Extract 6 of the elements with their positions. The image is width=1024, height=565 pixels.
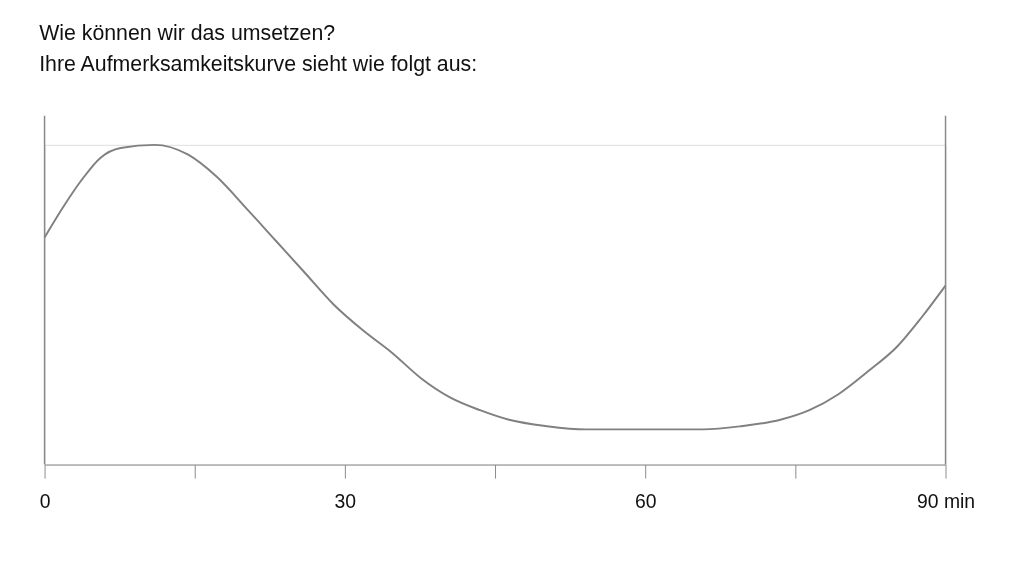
x-tick-label: 90 min	[916, 489, 976, 512]
x-tick-label: 30	[334, 489, 357, 512]
chart-title: Wie können wir das umsetzen?	[39, 21, 336, 46]
x-tick-label: 0	[39, 489, 51, 512]
chart-subtitle: Ihre Aufmerksamkeitskurve sieht wie folgt aus:	[39, 52, 478, 77]
x-tick-label: 60	[634, 489, 657, 512]
